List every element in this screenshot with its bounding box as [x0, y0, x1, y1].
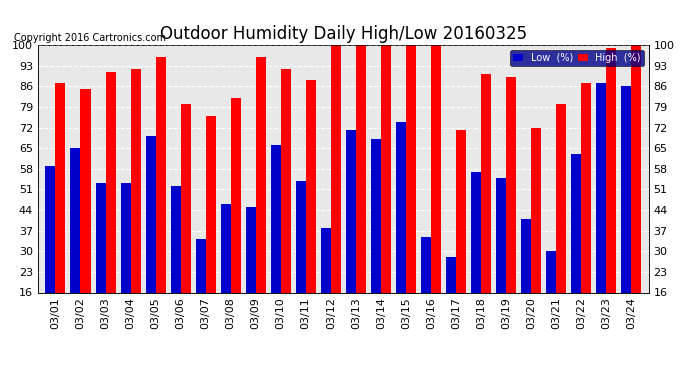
Bar	[571, 154, 581, 340]
Bar	[196, 240, 206, 340]
Bar	[481, 75, 491, 340]
Bar	[446, 257, 456, 340]
Bar	[456, 130, 466, 340]
Bar	[230, 98, 241, 340]
Bar	[70, 148, 81, 340]
Bar	[270, 145, 281, 340]
Bar	[531, 128, 541, 340]
Bar	[121, 183, 130, 340]
Bar	[371, 139, 381, 340]
Bar	[46, 166, 55, 340]
Bar	[471, 172, 481, 340]
Text: Copyright 2016 Cartronics.com: Copyright 2016 Cartronics.com	[14, 33, 166, 43]
Bar	[81, 89, 90, 340]
Bar	[621, 86, 631, 340]
Bar	[155, 57, 166, 340]
Bar	[331, 45, 341, 340]
Bar	[206, 116, 216, 340]
Bar	[631, 45, 641, 340]
Bar	[281, 69, 290, 340]
Bar	[221, 204, 230, 340]
Bar	[170, 186, 181, 340]
Bar	[356, 45, 366, 340]
Legend: Low  (%), High  (%): Low (%), High (%)	[511, 50, 644, 66]
Bar	[146, 136, 155, 340]
Bar	[130, 69, 141, 340]
Bar	[556, 104, 566, 340]
Bar	[256, 57, 266, 340]
Bar	[346, 130, 356, 340]
Bar	[106, 72, 115, 340]
Bar	[606, 48, 616, 340]
Bar	[546, 251, 556, 340]
Bar	[406, 45, 416, 340]
Title: Outdoor Humidity Daily High/Low 20160325: Outdoor Humidity Daily High/Low 20160325	[159, 26, 527, 44]
Bar	[506, 77, 516, 340]
Bar	[396, 122, 406, 340]
Bar	[496, 178, 506, 340]
Bar	[95, 183, 106, 340]
Bar	[321, 228, 331, 340]
Bar	[421, 237, 431, 340]
Bar	[296, 180, 306, 340]
Bar	[306, 80, 316, 340]
Bar	[596, 83, 606, 340]
Bar	[181, 104, 190, 340]
Bar	[521, 219, 531, 340]
Bar	[246, 207, 256, 340]
Bar	[55, 83, 66, 340]
Bar	[581, 83, 591, 340]
Bar	[381, 45, 391, 340]
Bar	[431, 45, 441, 340]
